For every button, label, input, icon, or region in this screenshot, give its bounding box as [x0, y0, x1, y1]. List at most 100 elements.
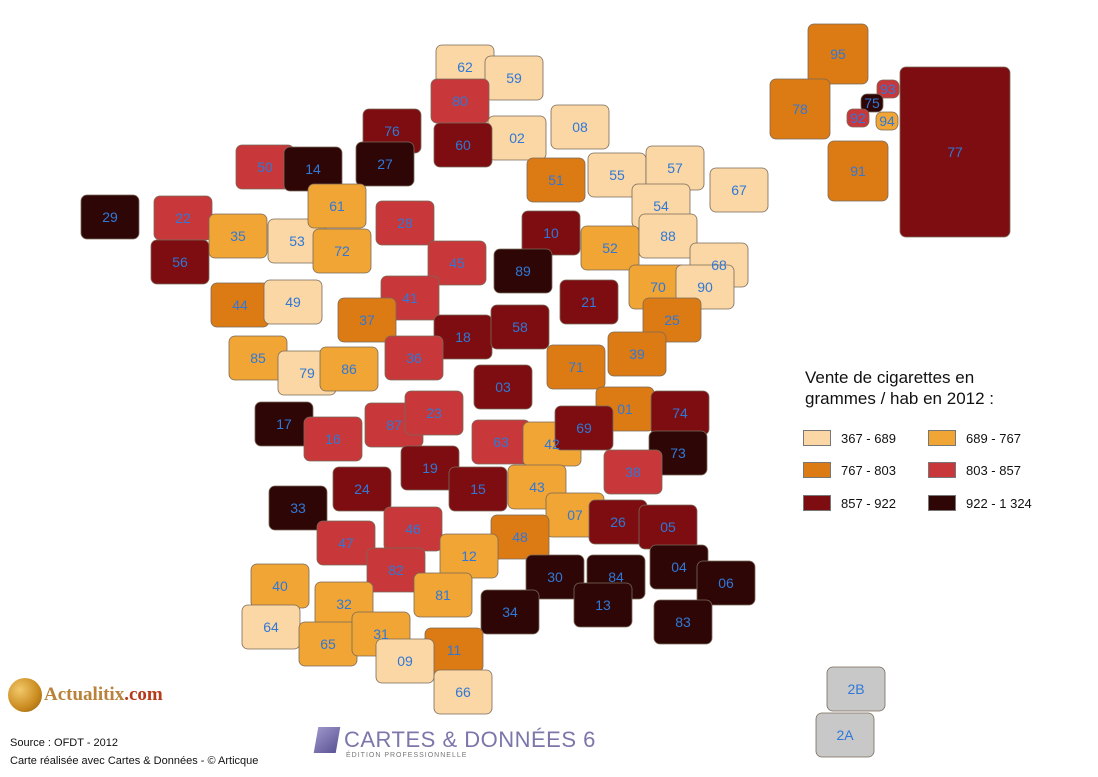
department-08-region [550, 104, 610, 150]
legend-item: 922 - 1 324 [928, 495, 1032, 511]
department-39-region [607, 331, 667, 377]
department-label-12: 12 [461, 548, 477, 564]
legend-item: 689 - 767 [928, 430, 1021, 446]
department-label-19: 19 [422, 460, 438, 476]
department-06-region [696, 560, 756, 606]
department-label-03: 03 [495, 379, 511, 395]
department-label-16: 16 [325, 431, 341, 447]
department-label-09: 09 [397, 653, 413, 669]
legend-label: 922 - 1 324 [966, 495, 1032, 511]
department-label-78: 78 [792, 101, 808, 117]
department-label-75: 75 [864, 95, 880, 111]
department-label-04: 04 [671, 559, 687, 575]
department-label-83: 83 [675, 614, 691, 630]
department-15-region [448, 466, 508, 512]
department-label-70: 70 [650, 279, 666, 295]
department-label-62: 62 [457, 59, 473, 75]
department-label-76: 76 [384, 123, 400, 139]
department-label-72: 72 [334, 243, 350, 259]
department-label-13: 13 [595, 597, 611, 613]
department-67-region [709, 167, 769, 213]
department-label-21: 21 [581, 294, 597, 310]
department-label-07: 07 [567, 507, 583, 523]
department-label-17: 17 [276, 416, 292, 432]
department-2B-region [826, 666, 886, 712]
department-37-region [337, 297, 397, 343]
department-label-32: 32 [336, 596, 352, 612]
department-label-05: 05 [660, 519, 676, 535]
department-label-28: 28 [397, 215, 413, 231]
department-09-region [375, 638, 435, 684]
department-label-33: 33 [290, 500, 306, 516]
department-label-50: 50 [257, 159, 273, 175]
department-label-66: 66 [455, 684, 471, 700]
department-label-47: 47 [338, 535, 354, 551]
legend-label: 767 - 803 [841, 462, 896, 478]
department-94-region [875, 111, 899, 131]
department-label-67: 67 [731, 182, 747, 198]
department-2A-region [815, 712, 875, 758]
legend-item: 857 - 922 [803, 495, 896, 511]
department-label-53: 53 [289, 233, 305, 249]
department-label-87: 87 [386, 417, 402, 433]
department-30-region [525, 554, 585, 600]
legend-item: 803 - 857 [928, 462, 1021, 478]
department-label-11: 11 [447, 642, 462, 658]
department-label-42: 42 [544, 436, 560, 452]
source-note: Source : OFDT - 2012 [10, 737, 119, 749]
department-label-2A: 2A [836, 727, 854, 743]
department-49-region [263, 279, 323, 325]
department-23-region [404, 390, 464, 436]
cartes-donnees-mark-icon [313, 727, 341, 753]
department-label-24: 24 [354, 481, 370, 497]
department-label-14: 14 [305, 161, 321, 177]
department-91-region [827, 140, 889, 202]
department-51-region [526, 157, 586, 203]
actualitix-logo: Actualitix.com [8, 678, 163, 712]
department-label-41: 41 [402, 290, 418, 306]
department-label-55: 55 [609, 167, 625, 183]
department-label-44: 44 [232, 297, 248, 313]
department-45-region [427, 240, 487, 286]
department-label-38: 38 [625, 464, 641, 480]
department-label-25: 25 [664, 312, 680, 328]
department-label-51: 51 [548, 172, 564, 188]
department-label-94: 94 [879, 113, 895, 129]
department-label-46: 46 [405, 521, 421, 537]
department-label-57: 57 [667, 160, 683, 176]
department-label-74: 74 [672, 405, 688, 421]
department-28-region [375, 200, 435, 246]
department-label-88: 88 [660, 228, 676, 244]
legend-swatch [928, 495, 956, 511]
department-label-34: 34 [502, 604, 518, 620]
department-label-29: 29 [102, 209, 118, 225]
department-label-63: 63 [493, 434, 509, 450]
department-86-region [319, 346, 379, 392]
legend-label: 689 - 767 [966, 430, 1021, 446]
department-label-61: 61 [329, 198, 345, 214]
department-label-54: 54 [653, 198, 669, 214]
department-label-18: 18 [455, 329, 471, 345]
department-35-region [208, 213, 268, 259]
department-93-region [876, 79, 900, 99]
department-label-90: 90 [697, 279, 713, 295]
department-label-10: 10 [543, 225, 559, 241]
department-83-region [653, 599, 713, 645]
department-25-region [642, 297, 702, 343]
cartes-donnees-logo: CARTES & DONNÉES 6 ÉDITION PROFESSIONNEL… [313, 727, 596, 759]
department-label-2B: 2B [847, 681, 864, 697]
department-label-40: 40 [272, 578, 288, 594]
department-60-region [433, 122, 493, 168]
department-label-30: 30 [547, 569, 563, 585]
legend-label: 367 - 689 [841, 430, 896, 446]
department-label-89: 89 [515, 263, 531, 279]
legend-swatch [803, 462, 831, 478]
department-label-35: 35 [230, 228, 246, 244]
department-label-80: 80 [452, 93, 468, 109]
department-69-region [554, 405, 614, 451]
department-33-region [268, 485, 328, 531]
department-29-region [80, 194, 140, 240]
globe-icon [8, 678, 42, 712]
department-89-region [493, 248, 553, 294]
department-label-59: 59 [506, 70, 522, 86]
